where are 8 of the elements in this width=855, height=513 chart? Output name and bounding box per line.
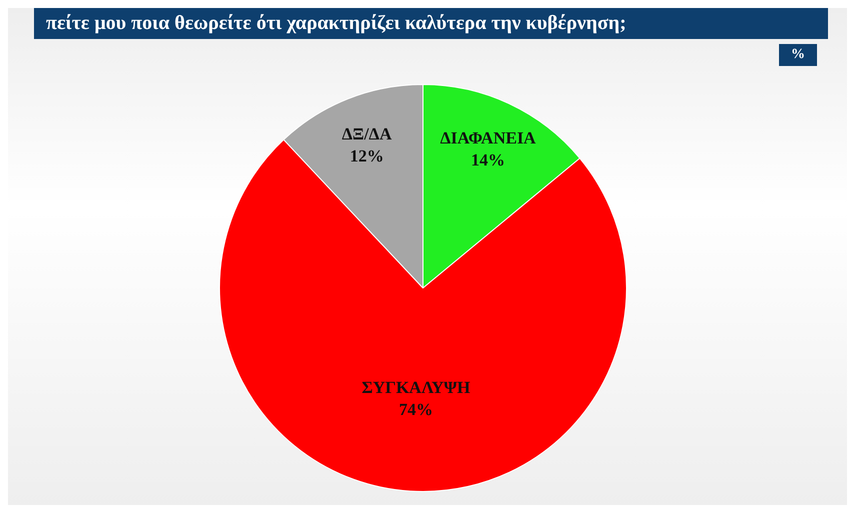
slice-label: ΔΞ/ΔΑ <box>342 124 392 144</box>
data-label: 12% <box>350 146 384 166</box>
data-label: 74% <box>398 400 433 420</box>
data-label: 14% <box>470 150 505 170</box>
slice-label: ΣΥΓΚΑΛΥΨΗ <box>362 378 470 398</box>
text: % <box>779 44 817 66</box>
chart-title: πείτε μου ποια θεωρείτε ότι χαρακτηρίζει καλύτερα την κυβέρνηση; <box>34 8 828 39</box>
slice-label: ΔΙΑΦΑΝΕΙΑ <box>440 128 537 148</box>
